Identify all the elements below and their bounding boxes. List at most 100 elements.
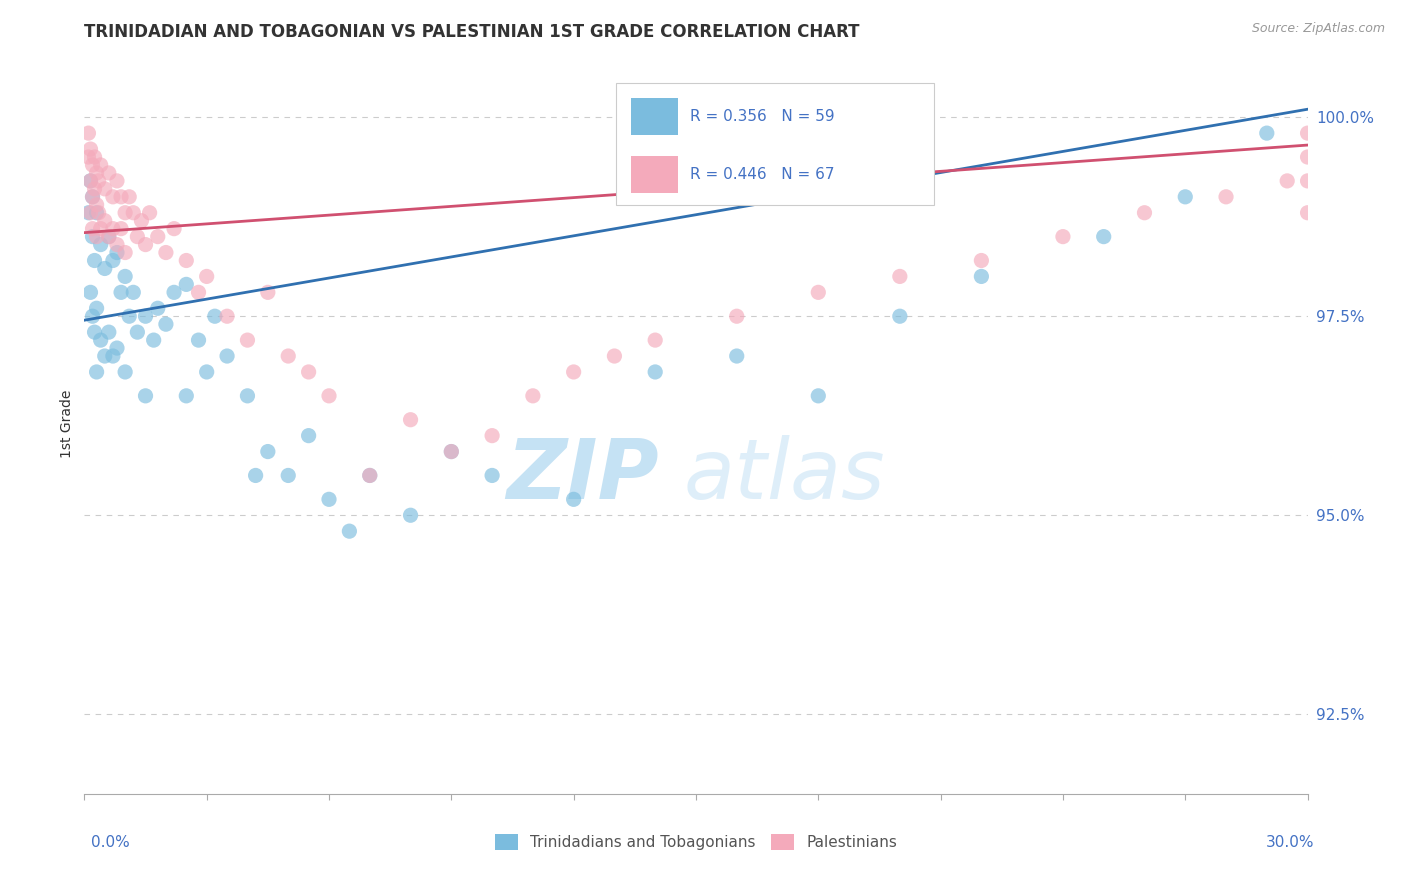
Point bbox=[83, 253, 105, 268]
Point bbox=[118, 190, 141, 204]
Point bbox=[257, 285, 280, 300]
Point bbox=[163, 221, 186, 235]
Point bbox=[135, 237, 157, 252]
Point bbox=[110, 190, 132, 204]
Legend: Trinidadians and Tobagonians, Palestinians: Trinidadians and Tobagonians, Palestinia… bbox=[489, 829, 903, 856]
Point bbox=[77, 205, 100, 219]
Point bbox=[195, 269, 218, 284]
Point bbox=[101, 190, 124, 204]
Point bbox=[101, 349, 124, 363]
Point bbox=[155, 317, 177, 331]
Point bbox=[399, 508, 422, 523]
Point bbox=[277, 349, 299, 363]
Point bbox=[562, 492, 585, 507]
FancyBboxPatch shape bbox=[631, 98, 678, 135]
Point bbox=[93, 182, 115, 196]
Point bbox=[82, 190, 104, 204]
Point bbox=[1296, 205, 1319, 219]
Point bbox=[359, 468, 381, 483]
Text: ZIP: ZIP bbox=[506, 435, 659, 516]
Point bbox=[725, 349, 748, 363]
Point bbox=[83, 182, 105, 196]
Point bbox=[83, 150, 105, 164]
Point bbox=[481, 468, 503, 483]
Point bbox=[807, 389, 830, 403]
Point bbox=[122, 205, 145, 219]
Text: TRINIDADIAN AND TOBAGONIAN VS PALESTINIAN 1ST GRADE CORRELATION CHART: TRINIDADIAN AND TOBAGONIAN VS PALESTINIA… bbox=[84, 23, 860, 41]
Point bbox=[86, 166, 108, 180]
Point bbox=[90, 221, 112, 235]
Point bbox=[187, 285, 209, 300]
Point bbox=[86, 301, 108, 316]
Point bbox=[146, 229, 169, 244]
Point bbox=[97, 325, 120, 339]
Point bbox=[807, 285, 830, 300]
Point bbox=[1296, 150, 1319, 164]
Point bbox=[644, 365, 666, 379]
Point bbox=[87, 174, 110, 188]
Point bbox=[86, 205, 108, 219]
Point bbox=[970, 269, 993, 284]
Point bbox=[399, 413, 422, 427]
Point bbox=[1092, 229, 1115, 244]
Point bbox=[93, 213, 115, 227]
Point bbox=[97, 229, 120, 244]
Point bbox=[318, 389, 340, 403]
Point bbox=[1052, 229, 1074, 244]
Point bbox=[77, 126, 100, 140]
Point bbox=[217, 349, 239, 363]
Point bbox=[83, 325, 105, 339]
Point bbox=[82, 229, 104, 244]
Point bbox=[138, 205, 160, 219]
Point bbox=[142, 333, 165, 347]
Point bbox=[889, 269, 911, 284]
Point bbox=[79, 174, 101, 188]
Point bbox=[277, 468, 299, 483]
Point bbox=[889, 310, 911, 324]
Point bbox=[105, 245, 128, 260]
Point bbox=[114, 269, 136, 284]
Point bbox=[1277, 174, 1299, 188]
Point bbox=[105, 341, 128, 355]
Point bbox=[86, 198, 108, 212]
Point bbox=[236, 389, 259, 403]
Point bbox=[101, 221, 124, 235]
Point bbox=[174, 253, 197, 268]
Point bbox=[114, 205, 136, 219]
Point bbox=[187, 333, 209, 347]
Point bbox=[725, 310, 748, 324]
Text: atlas: atlas bbox=[683, 435, 886, 516]
Point bbox=[97, 229, 120, 244]
Point bbox=[90, 333, 112, 347]
Text: Source: ZipAtlas.com: Source: ZipAtlas.com bbox=[1251, 22, 1385, 36]
Point bbox=[82, 221, 104, 235]
Point bbox=[1215, 190, 1237, 204]
Point bbox=[101, 253, 124, 268]
Point bbox=[90, 158, 112, 172]
Point bbox=[155, 245, 177, 260]
Point bbox=[481, 428, 503, 442]
Point bbox=[1256, 126, 1278, 140]
Point bbox=[79, 285, 101, 300]
Point bbox=[135, 310, 157, 324]
Point bbox=[339, 524, 361, 538]
Point bbox=[105, 174, 128, 188]
Point bbox=[79, 205, 101, 219]
Point bbox=[131, 213, 153, 227]
Point bbox=[603, 349, 626, 363]
Point bbox=[1296, 126, 1319, 140]
Point bbox=[440, 444, 463, 458]
Point bbox=[440, 444, 463, 458]
FancyBboxPatch shape bbox=[616, 83, 935, 205]
Point bbox=[114, 245, 136, 260]
Point bbox=[118, 310, 141, 324]
Point bbox=[97, 166, 120, 180]
Point bbox=[127, 229, 149, 244]
Point bbox=[93, 349, 115, 363]
Point bbox=[87, 205, 110, 219]
Point bbox=[114, 365, 136, 379]
Point bbox=[298, 428, 321, 442]
Point bbox=[122, 285, 145, 300]
Point bbox=[204, 310, 226, 324]
Point bbox=[82, 310, 104, 324]
